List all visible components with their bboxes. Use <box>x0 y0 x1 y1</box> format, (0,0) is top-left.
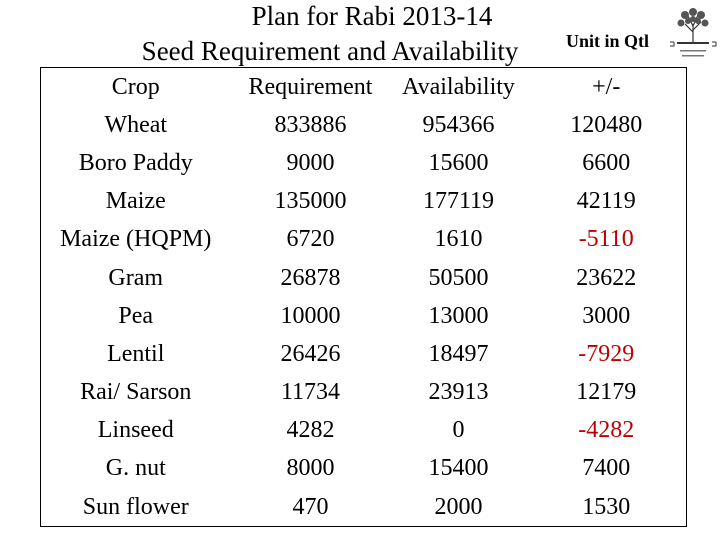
table-row: Maize (HQPM) 6720 1610 -5110 <box>41 221 687 259</box>
difference-cell: 1530 <box>582 493 631 520</box>
difference-cell: -5110 <box>578 226 634 253</box>
crop-cell: Maize <box>105 188 166 215</box>
requirement-cell: 26878 <box>280 264 341 291</box>
table-row: Gram 26878 50500 23622 <box>41 259 687 297</box>
page-title: Plan for Rabi 2013-14 <box>251 1 493 31</box>
crop-cell: Gram <box>108 264 164 291</box>
header-difference: +/- <box>592 73 621 100</box>
header-requirement: Requirement <box>248 73 373 100</box>
crop-cell: Linseed <box>97 417 174 444</box>
availability-cell: 50500 <box>428 264 489 291</box>
crop-cell: Sun flower <box>82 493 189 520</box>
availability-cell: 15400 <box>428 455 489 482</box>
header-availability: Availability <box>402 73 515 100</box>
table-row: Pea 10000 13000 3000 <box>41 297 687 335</box>
requirement-cell: 9000 <box>286 149 335 176</box>
difference-cell: -4282 <box>578 417 635 444</box>
availability-cell: 15600 <box>428 149 489 176</box>
table-row: Linseed 4282 0 -4282 <box>41 412 687 450</box>
requirement-cell: 26426 <box>280 340 341 367</box>
crop-cell: Rai/ Sarson <box>80 379 192 406</box>
difference-cell: 6600 <box>582 149 631 176</box>
requirement-cell: 6720 <box>286 226 335 253</box>
requirement-cell: 11734 <box>280 379 341 406</box>
tree-emblem-icon <box>666 2 720 64</box>
difference-cell: 23622 <box>576 264 637 291</box>
difference-cell: 120480 <box>570 111 643 138</box>
availability-cell: 954366 <box>422 111 495 138</box>
availability-cell: 1610 <box>434 226 483 253</box>
availability-cell: 177119 <box>422 188 495 215</box>
crop-cell: Boro Paddy <box>78 149 193 176</box>
difference-cell: 3000 <box>582 302 631 329</box>
table-header-row: Crop Requirement Availability +/- <box>41 68 687 107</box>
crop-cell: Maize (HQPM) <box>60 226 212 253</box>
requirement-cell: 135000 <box>274 188 347 215</box>
availability-cell: 18497 <box>428 340 489 367</box>
page-subtitle: Seed Requirement and Availability <box>141 36 519 66</box>
table-row: Sun flower 470 2000 1530 <box>41 488 687 527</box>
crop-cell: Lentil <box>107 340 165 367</box>
header-crop: Crop <box>111 73 160 100</box>
crop-cell: Pea <box>118 302 154 329</box>
seed-table: Crop Requirement Availability +/- Wheat 8… <box>40 67 687 528</box>
requirement-cell: 833886 <box>274 111 347 138</box>
table-row: G. nut 8000 15400 7400 <box>41 450 687 488</box>
table-row: Rai/ Sarson 11734 23913 12179 <box>41 374 687 412</box>
table-body: Wheat 833886 954366 120480 Boro Paddy 9000 156… <box>41 106 687 527</box>
table-row: Lentil 26426 18497 -7929 <box>41 335 687 373</box>
requirement-cell: 10000 <box>280 302 341 329</box>
requirement-cell: 8000 <box>286 455 335 482</box>
difference-cell: 42119 <box>576 188 636 215</box>
crop-cell: Wheat <box>104 111 168 138</box>
unit-label: Unit in Qtl <box>566 31 650 51</box>
availability-cell: 13000 <box>428 302 489 329</box>
table-row: Boro Paddy 9000 15600 6600 <box>41 144 687 182</box>
difference-cell: 7400 <box>582 455 631 482</box>
availability-cell: 23913 <box>428 379 489 406</box>
table-row: Wheat 833886 954366 120480 <box>41 106 687 144</box>
availability-cell: 2000 <box>434 493 483 520</box>
crop-cell: G. nut <box>105 455 166 482</box>
table-row: Maize 135000 177119 42119 <box>41 183 687 221</box>
availability-cell: 0 <box>452 417 465 444</box>
difference-cell: 12179 <box>576 379 637 406</box>
requirement-cell: 4282 <box>286 417 335 444</box>
difference-cell: -7929 <box>578 340 635 367</box>
requirement-cell: 470 <box>292 493 329 520</box>
